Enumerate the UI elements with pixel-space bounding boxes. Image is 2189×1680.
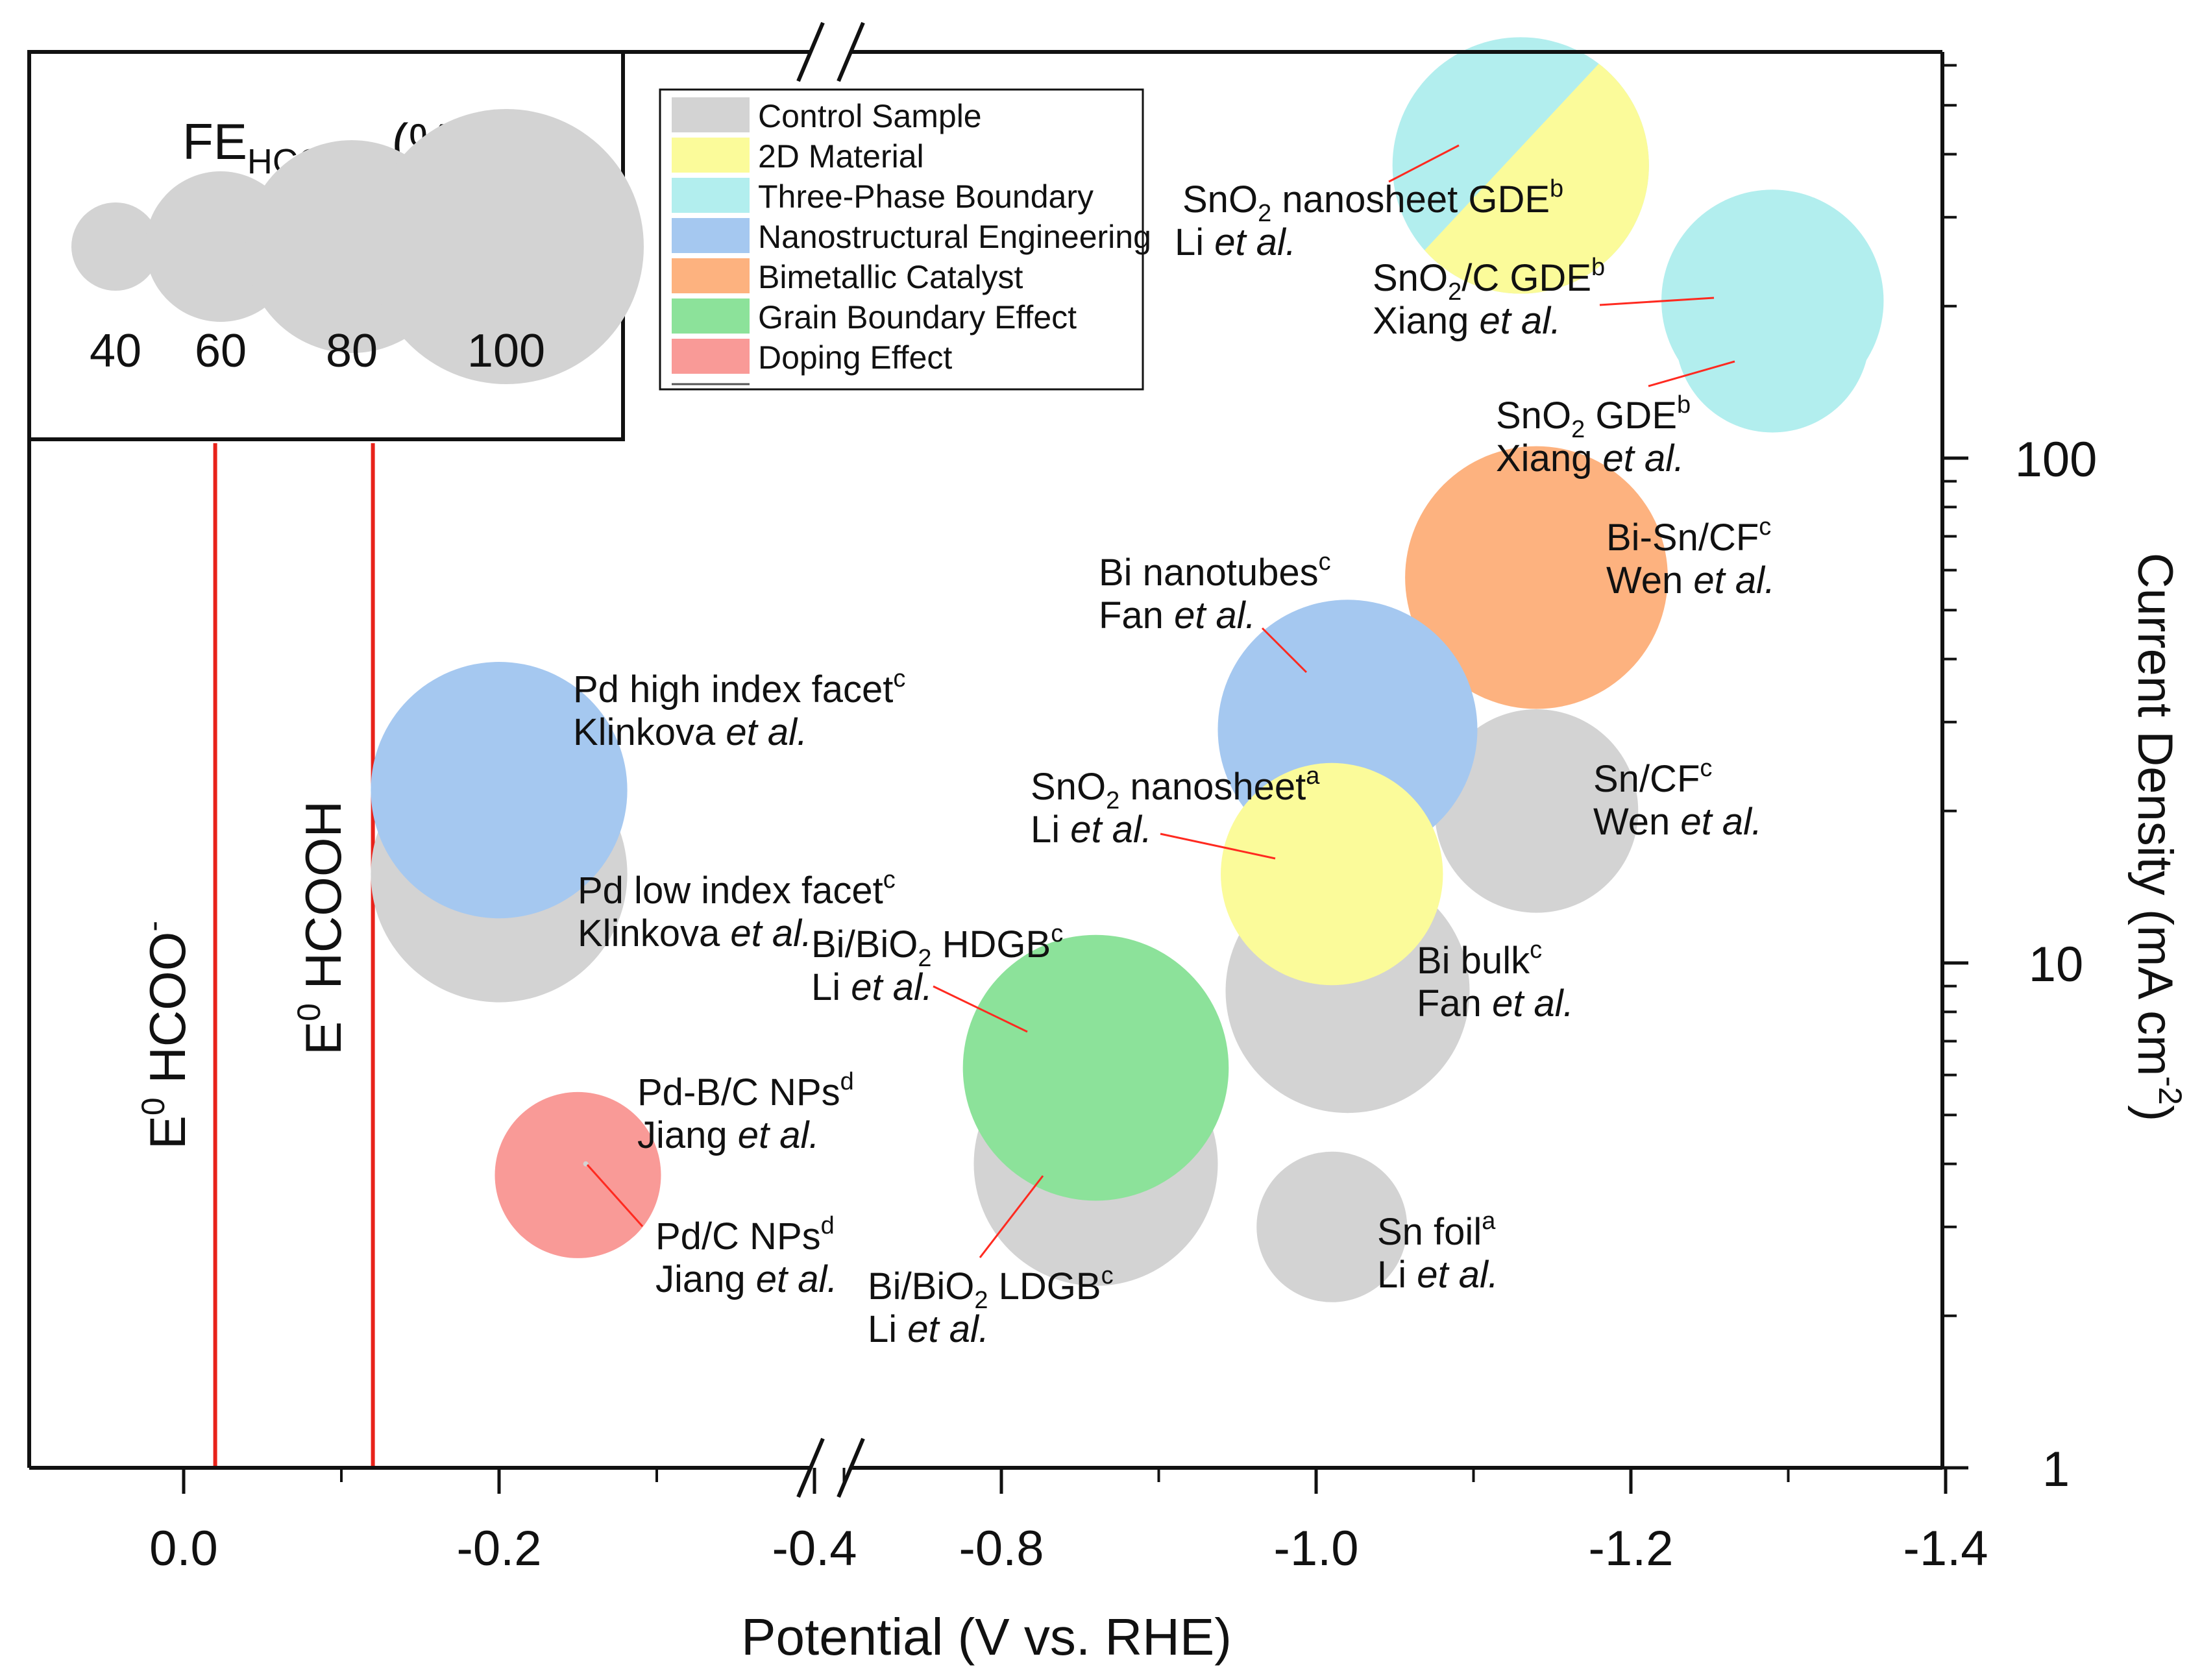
legend-swatch bbox=[672, 138, 750, 173]
axis-break-mark bbox=[837, 1437, 865, 1498]
y-tick-label: 100 bbox=[2015, 432, 2097, 487]
x-tick-label: -0.4 bbox=[772, 1521, 857, 1576]
point-reference: Fan et al. bbox=[1417, 982, 1574, 1025]
leader-line bbox=[1388, 144, 1460, 183]
y-tick-label: 1 bbox=[2042, 1442, 2070, 1497]
y-axis-title: Current Density (mA cm-2) bbox=[2127, 553, 2188, 1121]
bubble-half-b bbox=[1392, 37, 1649, 294]
point-label: Bi/BiO2 HDGBc bbox=[811, 920, 1063, 972]
point-reference: Wen et al. bbox=[1606, 559, 1775, 602]
point-label: Pd/C NPsd bbox=[655, 1212, 835, 1258]
size-legend-circle bbox=[71, 202, 160, 291]
point-label: SnO2 nanosheeta bbox=[1031, 762, 1320, 814]
point-label: Pd low index facetc bbox=[578, 866, 896, 912]
axis-break-mark bbox=[796, 21, 825, 82]
point-label: Sn/CFc bbox=[1593, 755, 1712, 800]
axis-break-mark bbox=[796, 1437, 825, 1498]
legend-label: Control Sample bbox=[758, 98, 982, 134]
point-label: SnO2 GDEb bbox=[1496, 391, 1691, 443]
size-legend-label: 40 bbox=[90, 325, 141, 377]
legend-label: Nanostructural Engineering bbox=[758, 219, 1151, 255]
point-reference: Jiang et al. bbox=[637, 1114, 820, 1156]
point-label: Bi/BiO2 LDGBc bbox=[868, 1262, 1114, 1314]
bubble-point bbox=[1434, 709, 1639, 913]
x-tick-label: -0.2 bbox=[457, 1521, 542, 1576]
point-reference: Xiang et al. bbox=[1373, 300, 1561, 342]
leader-line bbox=[979, 1175, 1044, 1258]
bubble-point bbox=[1675, 238, 1870, 433]
legend-swatch bbox=[672, 218, 750, 253]
point-label: Sn foila bbox=[1377, 1208, 1496, 1253]
bubble-point-split bbox=[1392, 37, 1649, 294]
leader-line bbox=[933, 985, 1028, 1033]
point-label: Bi nanotubesc bbox=[1099, 548, 1331, 594]
bubble-point bbox=[1256, 1151, 1408, 1302]
bubble-point bbox=[1405, 446, 1668, 709]
bubble-point bbox=[371, 661, 628, 919]
point-reference: Klinkova et al. bbox=[578, 912, 812, 955]
point-label: SnO2/C GDEb bbox=[1373, 254, 1605, 306]
point-label: Bi bulkc bbox=[1417, 936, 1542, 982]
y-tick-label: 10 bbox=[2029, 937, 2084, 992]
legend-label: Bimetallic Catalyst bbox=[758, 259, 1023, 295]
legend-swatch bbox=[672, 97, 750, 132]
leader-line bbox=[1599, 297, 1715, 306]
legend-label: Three-Phase Boundary bbox=[758, 178, 1094, 215]
x-tick-label: -1.2 bbox=[1589, 1521, 1674, 1576]
point-reference: Jiang et al. bbox=[655, 1258, 838, 1300]
legend-swatch bbox=[672, 298, 750, 334]
bubble-point bbox=[1221, 762, 1443, 986]
legend-label: Doping Effect bbox=[758, 339, 952, 376]
point-reference: Wen et al. bbox=[1593, 801, 1762, 843]
point-reference: Li et al. bbox=[1031, 809, 1152, 851]
point-reference: Klinkova et al. bbox=[573, 711, 807, 753]
axis-break-mark bbox=[837, 21, 865, 82]
reference-line-label: E0 HCOO- bbox=[135, 921, 196, 1149]
point-reference: Xiang et al. bbox=[1496, 437, 1684, 480]
point-label: Pd-B/C NPsd bbox=[637, 1068, 854, 1114]
leader-line bbox=[1261, 627, 1308, 674]
x-tick-label: 0.0 bbox=[149, 1521, 218, 1576]
legend-swatch bbox=[672, 258, 750, 293]
size-legend-circle bbox=[369, 109, 644, 384]
bubble-point bbox=[495, 1091, 661, 1258]
x-axis-title: Potential (V vs. RHE) bbox=[741, 1608, 1232, 1666]
size-legend-label: 100 bbox=[467, 325, 545, 377]
leader-line bbox=[586, 1163, 644, 1228]
legend-swatch bbox=[672, 178, 750, 213]
reference-line-label: E0 HCOOH bbox=[291, 801, 352, 1055]
point-label: Pd high index facetc bbox=[573, 665, 905, 711]
point-label: SnO2 nanosheet GDEb bbox=[1182, 175, 1563, 227]
size-legend-label: 60 bbox=[195, 325, 247, 377]
leader-line bbox=[1160, 833, 1276, 860]
point-reference: Li et al. bbox=[1175, 221, 1296, 263]
legend-swatch bbox=[672, 339, 750, 374]
bubble-point bbox=[962, 934, 1229, 1201]
point-reference: Li et al. bbox=[1377, 1254, 1498, 1296]
point-label: Bi-Sn/CFc bbox=[1606, 513, 1771, 559]
legend-label: Grain Boundary Effect bbox=[758, 299, 1077, 335]
x-tick-label: -1.0 bbox=[1274, 1521, 1359, 1576]
leader-line bbox=[1648, 360, 1735, 387]
size-legend-label: 80 bbox=[326, 325, 378, 377]
point-reference: Li et al. bbox=[811, 966, 933, 1008]
x-tick-label: -0.8 bbox=[959, 1521, 1044, 1576]
point-reference: Fan et al. bbox=[1099, 594, 1256, 637]
point-reference: Li et al. bbox=[868, 1308, 989, 1350]
x-tick-label: -1.4 bbox=[1903, 1521, 1988, 1576]
legend-label: 2D Material bbox=[758, 138, 924, 175]
